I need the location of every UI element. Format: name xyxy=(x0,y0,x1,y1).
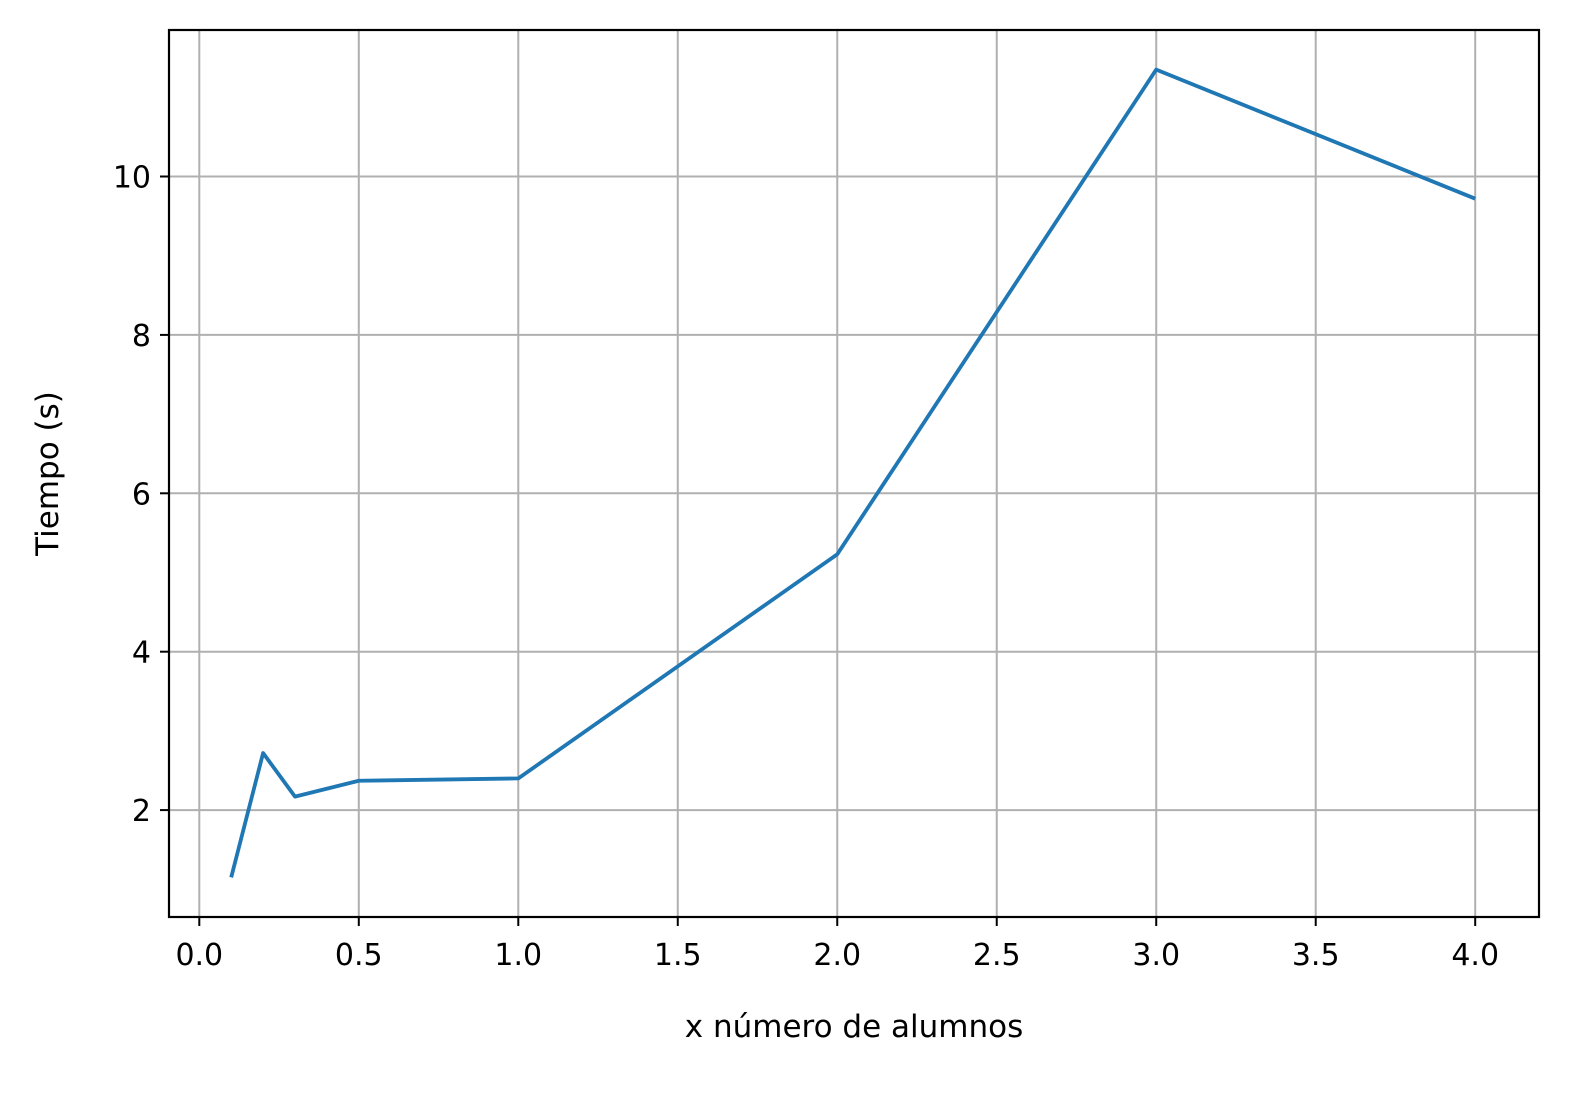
y-tick-label: 4 xyxy=(132,636,151,671)
x-tick-label: 2.5 xyxy=(973,938,1021,973)
ticks: 0.0 0.5 1.0 1.5 2.0 2.5 3.0 3.5 4.0 2 4 6 8 10 xyxy=(113,161,1499,973)
plot-frame xyxy=(167,28,1541,919)
y-tick-label: 6 xyxy=(132,477,151,512)
x-tick-label: 1.0 xyxy=(494,938,542,973)
x-tick-label: 3.5 xyxy=(1292,938,1340,973)
x-tick-label: 0.0 xyxy=(175,938,223,973)
series-layer xyxy=(229,67,1476,878)
x-tick-label: 1.5 xyxy=(654,938,702,973)
y-tick-label: 8 xyxy=(132,319,151,354)
x-tick-label: 3.0 xyxy=(1132,938,1180,973)
y-axis-label: Tiempo (s) xyxy=(30,391,66,557)
y-tick-label: 10 xyxy=(113,161,151,196)
x-tick-label: 2.0 xyxy=(813,938,861,973)
y-tick-label: 2 xyxy=(132,794,151,829)
x-axis-label: x número de alumnos xyxy=(685,1009,1023,1045)
grid xyxy=(169,30,1539,917)
x-tick-label: 0.5 xyxy=(335,938,383,973)
series-line-0 xyxy=(229,67,1476,878)
x-tick-label: 4.0 xyxy=(1451,938,1499,973)
